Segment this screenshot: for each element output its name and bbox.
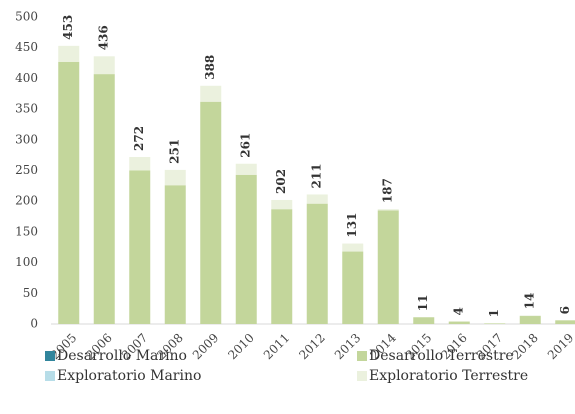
- bar-segment: [519, 316, 541, 324]
- total-label: 202: [274, 169, 288, 194]
- legend-label: Exploratorio Marino: [57, 368, 201, 384]
- bar-segment: [129, 156, 151, 171]
- legend-swatch: [357, 351, 367, 361]
- bar-segment: [271, 199, 293, 210]
- y-tick-label: 250: [15, 163, 38, 177]
- bar-segment: [200, 85, 222, 102]
- total-label: 436: [97, 25, 111, 50]
- bar-segment: [164, 185, 186, 324]
- bar-segment: [342, 251, 364, 324]
- x-tick-label: 2018: [509, 331, 540, 362]
- bar-segment: [555, 320, 575, 324]
- legend-swatch: [45, 371, 55, 381]
- y-tick-label: 500: [15, 10, 38, 24]
- total-label: 261: [239, 133, 253, 158]
- y-tick-label: 0: [30, 317, 38, 331]
- bar-segment: [484, 323, 506, 324]
- total-label: 14: [523, 293, 537, 310]
- bar-segment: [448, 321, 470, 324]
- total-label: 272: [132, 126, 146, 151]
- x-tick-label: 2010: [225, 331, 256, 362]
- y-tick-label: 100: [15, 255, 38, 269]
- y-tick-label: 400: [15, 71, 38, 85]
- bar-segment: [271, 209, 293, 324]
- total-label: 453: [61, 15, 75, 40]
- legend-swatch: [45, 351, 55, 361]
- bar-segment: [377, 209, 399, 211]
- bar-segment: [413, 317, 435, 324]
- total-label: 11: [416, 295, 430, 312]
- y-tick-label: 150: [15, 224, 38, 238]
- bar-segment: [306, 194, 328, 204]
- bar-segment: [200, 101, 222, 325]
- bar-segment: [58, 45, 80, 62]
- y-tick-label: 450: [15, 40, 38, 54]
- bar-segment: [519, 315, 541, 317]
- bar-segment: [235, 174, 257, 324]
- legend-label: Exploratorio Terrestre: [369, 368, 528, 384]
- bar-segment: [306, 203, 328, 324]
- bar-segment: [235, 163, 257, 175]
- bar-segment: [93, 56, 115, 75]
- x-tick-label: 2019: [545, 331, 575, 362]
- bar-segment: [342, 243, 364, 252]
- total-label: 211: [310, 163, 324, 188]
- bar-segment: [129, 170, 151, 324]
- bar-segment: [58, 61, 80, 325]
- bar-segment: [164, 169, 186, 186]
- legend-swatch: [357, 371, 367, 381]
- x-tick-label: 2009: [190, 331, 221, 362]
- x-tick-label: 2011: [261, 331, 292, 362]
- y-tick-label: 50: [23, 286, 38, 300]
- total-label: 131: [345, 213, 359, 238]
- x-tick-label: 2012: [296, 331, 327, 362]
- total-label: 388: [203, 55, 217, 80]
- legend-label: Desarrollo Terrestre: [369, 348, 514, 364]
- bar-segment: [377, 210, 399, 324]
- total-label: 4: [452, 307, 466, 315]
- y-tick-label: 200: [15, 194, 38, 208]
- total-label: 251: [168, 139, 182, 164]
- total-label: 1: [487, 309, 501, 317]
- y-tick-label: 300: [15, 132, 38, 146]
- legend-label: Desarrollo Marino: [57, 348, 187, 364]
- total-label: 6: [558, 306, 572, 314]
- y-tick-label: 350: [15, 102, 38, 116]
- bar-segment: [93, 74, 115, 325]
- total-label: 187: [381, 178, 395, 203]
